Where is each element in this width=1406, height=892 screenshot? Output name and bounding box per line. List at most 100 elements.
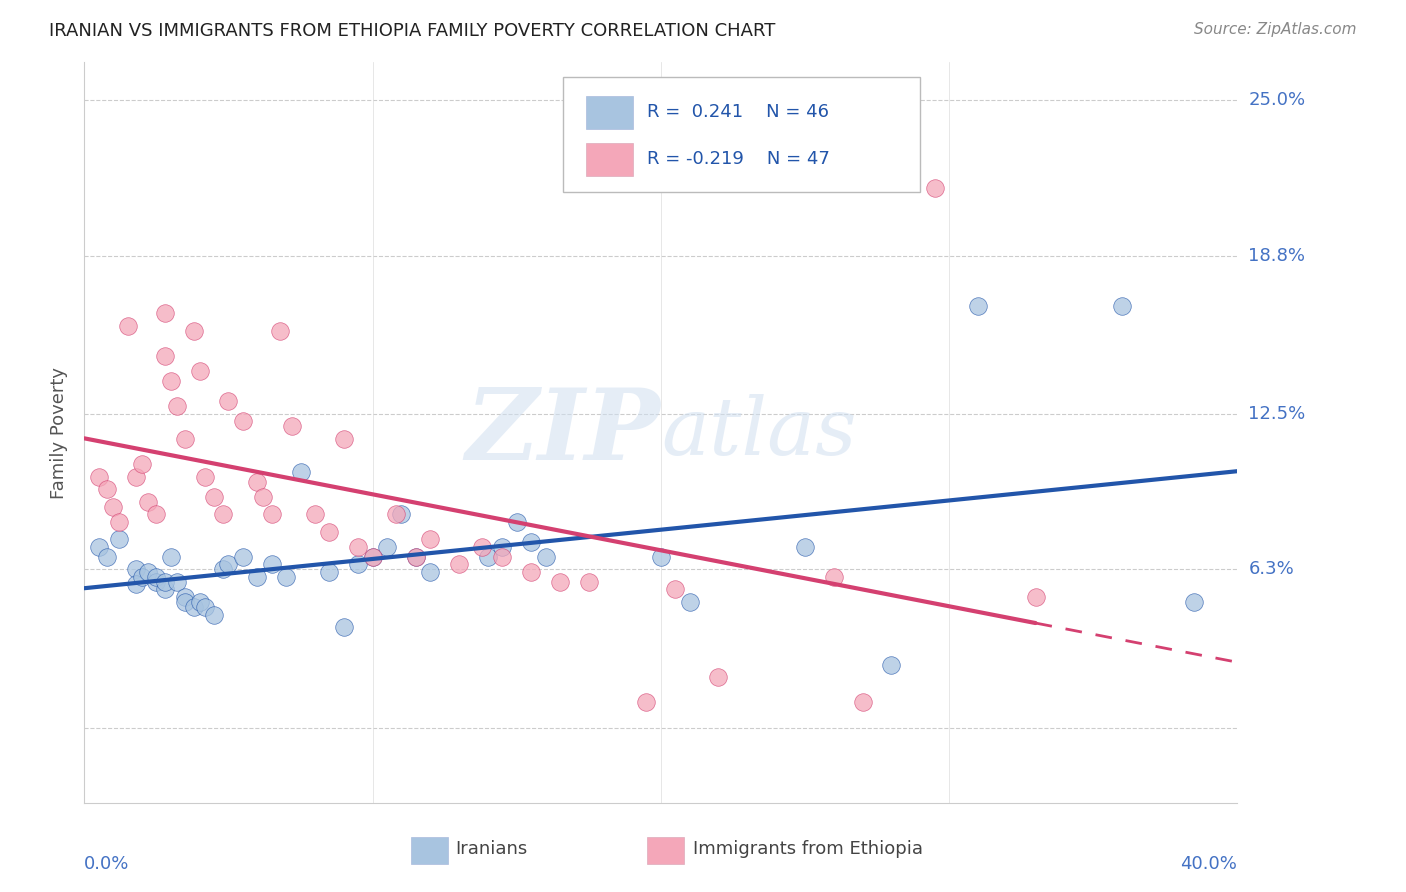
Point [145,574,167,589]
Point [183,600,205,615]
Point [202,607,225,622]
Point [232,549,254,564]
Point [153,306,176,320]
Point [650,549,672,564]
Point [96,482,118,496]
Point [153,574,176,589]
Point [218,394,240,409]
Point [87,469,110,483]
Point [96,549,118,564]
Point [174,590,197,604]
Point [174,432,197,446]
Point [202,490,225,504]
Point [548,574,571,589]
Point [333,620,356,634]
Point [823,570,845,584]
Text: Iranians: Iranians [456,840,527,858]
FancyBboxPatch shape [562,78,921,192]
Text: Source: ZipAtlas.com: Source: ZipAtlas.com [1194,22,1357,37]
Point [361,549,384,564]
Point [664,582,686,597]
Text: 12.5%: 12.5% [1249,405,1306,423]
Point [108,533,131,547]
Point [578,574,600,589]
Point [260,558,283,572]
Point [260,507,283,521]
Point [419,533,441,547]
Point [145,570,167,584]
Point [136,565,159,579]
Point [318,565,340,579]
Point [304,507,326,521]
Point [880,657,903,672]
Point [347,540,370,554]
Point [211,507,233,521]
Point [477,549,499,564]
Text: IRANIAN VS IMMIGRANTS FROM ETHIOPIA FAMILY POVERTY CORRELATION CHART: IRANIAN VS IMMIGRANTS FROM ETHIOPIA FAMI… [49,22,776,40]
Point [166,574,188,589]
Point [333,432,356,446]
Point [117,318,139,333]
Point [491,549,513,564]
Point [449,558,471,572]
Text: atlas: atlas [661,394,856,471]
Point [125,577,148,591]
Point [108,515,131,529]
Text: Immigrants from Ethiopia: Immigrants from Ethiopia [693,840,924,858]
Point [1182,595,1205,609]
Point [188,364,211,378]
Text: R =  0.241    N = 46: R = 0.241 N = 46 [647,103,830,121]
Point [174,595,197,609]
Point [269,324,291,338]
Point [246,475,269,489]
Point [183,324,205,338]
Point [166,399,188,413]
Point [491,540,513,554]
Point [391,507,413,521]
Point [361,549,384,564]
Point [967,299,990,313]
Point [160,374,183,388]
Point [246,570,269,584]
Point [194,469,217,483]
Point [131,570,153,584]
Point [852,695,875,709]
Point [375,540,398,554]
Point [87,540,110,554]
FancyBboxPatch shape [586,143,633,176]
Point [252,490,274,504]
Point [125,469,148,483]
Text: 40.0%: 40.0% [1181,855,1237,872]
Text: R = -0.219    N = 47: R = -0.219 N = 47 [647,150,830,168]
Point [153,582,176,597]
Point [194,600,217,615]
Text: 0.0%: 0.0% [84,855,129,872]
Point [131,457,153,471]
Y-axis label: Family Poverty: Family Poverty [51,367,69,499]
Point [794,540,817,554]
Point [636,695,658,709]
Point [471,540,494,554]
Point [211,562,233,576]
Point [281,419,304,434]
Text: ZIP: ZIP [465,384,661,481]
Point [384,507,406,521]
Point [145,507,167,521]
Point [520,534,543,549]
Point [1111,299,1133,313]
FancyBboxPatch shape [411,837,447,863]
Point [103,500,124,514]
Text: 6.3%: 6.3% [1249,560,1294,578]
Point [1025,590,1047,604]
Point [290,465,312,479]
Point [924,181,946,195]
Point [160,549,183,564]
Point [520,565,543,579]
Point [218,558,240,572]
Point [318,524,340,539]
Text: 25.0%: 25.0% [1249,91,1306,109]
Point [232,414,254,428]
Point [188,595,211,609]
Point [153,349,176,363]
Point [405,549,427,564]
